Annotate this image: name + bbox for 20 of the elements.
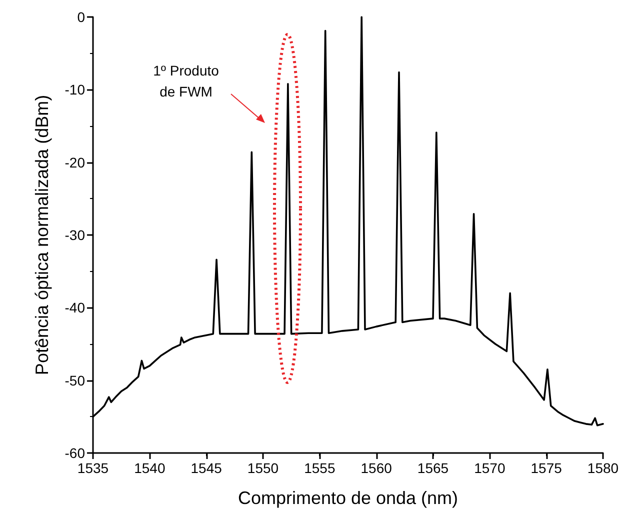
x-tick-label: 1570 (474, 460, 506, 476)
x-tick-label: 1545 (190, 460, 222, 476)
x-axis-title: Comprimento de onda (nm) (238, 488, 458, 508)
y-tick-label: -30 (64, 227, 86, 243)
y-tick-label: -20 (64, 154, 86, 170)
x-tick-label: 1540 (134, 460, 166, 476)
y-tick-label: -10 (64, 82, 86, 98)
x-tick-label: 1555 (304, 460, 336, 476)
y-tick-label: -60 (64, 445, 86, 461)
x-tick-label: 1565 (417, 460, 449, 476)
y-axis-title: Potência óptica normalizada (dBm) (32, 94, 52, 376)
y-tick-label: -50 (64, 372, 86, 388)
x-tick-label: 1560 (360, 460, 392, 476)
y-tick-label: 0 (77, 9, 86, 25)
annotation: 1º Produto de FWM (153, 62, 220, 100)
x-tick-label: 1580 (587, 460, 619, 476)
y-tick-label: -40 (64, 300, 86, 316)
x-tick-label: 1535 (77, 460, 109, 476)
x-tick-label: 1550 (247, 460, 279, 476)
x-tick-label: 1575 (530, 460, 562, 476)
